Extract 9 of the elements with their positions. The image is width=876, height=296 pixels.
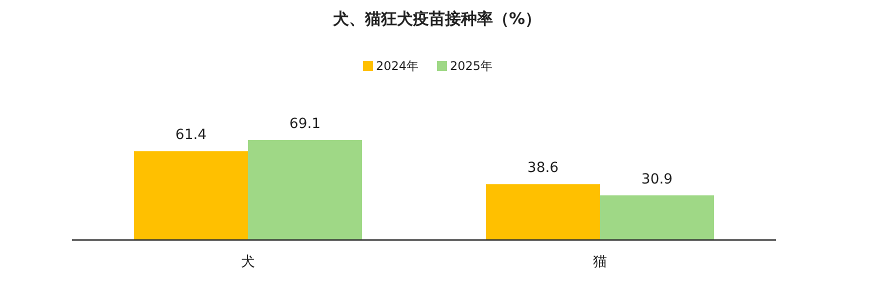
data-label: 69.1 (289, 116, 321, 132)
category-label: 猫 (593, 254, 607, 270)
legend-label: 2025年 (450, 59, 493, 73)
data-label: 61.4 (175, 127, 207, 144)
data-label: 38.6 (527, 160, 559, 176)
category-label: 犬 (241, 254, 255, 270)
title: 犬、猫狂犬疫苗接种率（%） (332, 9, 542, 28)
data-label: 30.9 (641, 171, 673, 188)
legend-label: 2024年 (376, 59, 419, 73)
